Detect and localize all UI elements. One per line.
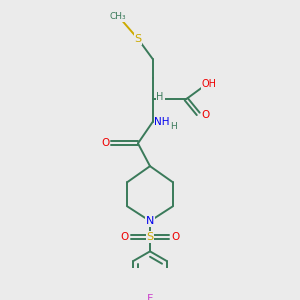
Text: CH₃: CH₃	[110, 12, 126, 21]
Text: H: H	[157, 92, 164, 102]
Text: O: O	[172, 232, 180, 242]
Text: F: F	[147, 294, 153, 300]
Text: N: N	[146, 216, 154, 226]
Text: O: O	[202, 110, 210, 120]
Text: S: S	[146, 232, 154, 242]
Text: NH: NH	[154, 117, 170, 127]
Text: O: O	[101, 138, 110, 148]
Text: OH: OH	[202, 80, 217, 89]
Text: O: O	[120, 232, 128, 242]
Text: S: S	[134, 34, 142, 44]
Text: H: H	[170, 122, 177, 131]
